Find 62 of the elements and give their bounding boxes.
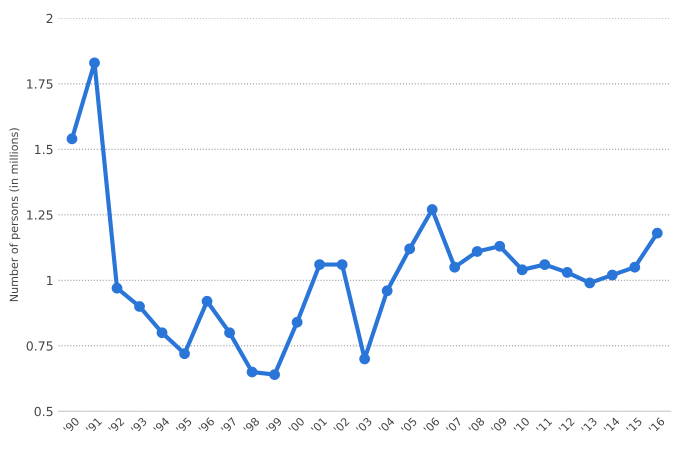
- x-tick-label: '12: [558, 417, 575, 434]
- x-tick-label: '93: [130, 416, 148, 434]
- x-tick-label: '03: [356, 416, 372, 434]
- x-tick-label: '04: [378, 416, 396, 434]
- point: [134, 301, 145, 312]
- point: [382, 285, 393, 296]
- x-tick-label: '08: [468, 416, 486, 434]
- x-tick-label: '16: [648, 416, 666, 434]
- x-tick-label: '06: [423, 416, 440, 434]
- point: [449, 262, 460, 273]
- point: [516, 264, 528, 276]
- point: [652, 228, 663, 239]
- point: [246, 366, 258, 378]
- point: [404, 243, 416, 254]
- x-tick-label: '15: [626, 417, 642, 434]
- point: [292, 316, 302, 328]
- point: [112, 282, 122, 294]
- x-tick-label: '94: [153, 416, 170, 434]
- x-tick-label: '00: [288, 416, 305, 434]
- point: [314, 259, 325, 270]
- point: [472, 246, 483, 257]
- x-tick-label: '05: [400, 416, 418, 434]
- x-tick-label: '97: [220, 416, 238, 434]
- x-tick-label: '95: [176, 416, 192, 434]
- x-tick-label: '02: [333, 417, 350, 434]
- x-tick-label: '01: [310, 417, 328, 434]
- point: [494, 240, 506, 252]
- x-tick-label: '07: [446, 416, 462, 434]
- point: [89, 57, 100, 68]
- point: [562, 267, 573, 278]
- point: [66, 133, 78, 144]
- point: [629, 262, 640, 273]
- x-tick-label: '90: [63, 416, 80, 434]
- point: [202, 296, 212, 307]
- x-tick-label: '10: [513, 416, 530, 434]
- x-tick-label: '98: [243, 416, 260, 434]
- x-tick-label: '09: [490, 416, 508, 434]
- y-tick-label: 1.75: [27, 79, 53, 89]
- x-tick-label: '11: [536, 417, 552, 434]
- point: [606, 270, 618, 280]
- y-tick-label: 0.75: [26, 341, 53, 351]
- x-tick-label: '99: [266, 416, 282, 434]
- y-tick-label: 1.25: [27, 210, 53, 220]
- point: [156, 327, 168, 338]
- point: [336, 259, 348, 270]
- x-tick-label: '13: [580, 416, 598, 434]
- point: [179, 348, 190, 360]
- y-tick-label: 2: [46, 14, 52, 24]
- point: [224, 327, 235, 338]
- y-tick-label: 0.5: [34, 406, 53, 416]
- x-tick-label: '14: [603, 416, 620, 434]
- y-axis-title: Number of persons (in millions): [9, 128, 20, 302]
- point: [269, 369, 280, 380]
- x-tick-label: '92: [108, 417, 125, 434]
- x-tick-label: '96: [198, 416, 215, 434]
- point: [426, 204, 438, 215]
- y-tick-label: 1: [47, 276, 52, 286]
- y-tick-label: 1.5: [35, 144, 53, 154]
- point: [539, 259, 550, 270]
- x-tick-label: '91: [86, 417, 102, 434]
- point: [359, 354, 370, 364]
- point: [584, 278, 596, 288]
